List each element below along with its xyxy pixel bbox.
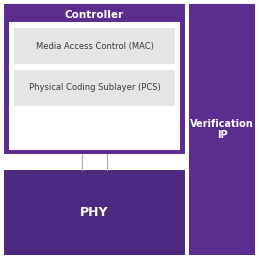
Bar — [9, 22, 180, 150]
Bar — [14, 70, 175, 106]
Text: PHY: PHY — [80, 206, 109, 219]
Bar — [4, 170, 185, 255]
Bar — [189, 4, 255, 255]
Text: Verification
IP: Verification IP — [190, 119, 254, 140]
Text: Media Access Control (MAC): Media Access Control (MAC) — [35, 41, 153, 51]
Bar — [14, 28, 175, 64]
Text: Physical Coding Sublayer (PCS): Physical Coding Sublayer (PCS) — [29, 83, 160, 92]
Text: Controller: Controller — [65, 10, 124, 20]
Bar — [4, 4, 185, 154]
